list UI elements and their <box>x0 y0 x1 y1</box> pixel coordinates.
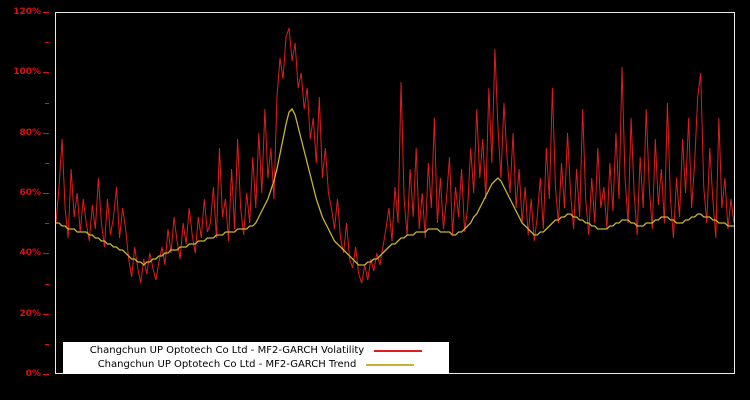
plot-area <box>55 12 735 374</box>
y-axis-label: 100% <box>13 67 41 78</box>
y-axis-tick <box>45 162 49 164</box>
y-axis-tick <box>43 72 49 74</box>
volatility-line <box>56 28 734 283</box>
y-axis-label: 0% <box>25 369 41 379</box>
y-axis-tick <box>45 42 49 44</box>
legend-label-trend: Changchun UP Optotech Co Ltd - MF2-GARCH… <box>97 359 357 370</box>
y-axis-label: 20% <box>19 308 41 319</box>
y-axis-label: 80% <box>19 127 41 138</box>
y-axis-tick <box>43 253 49 255</box>
y-axis-tick <box>43 193 49 194</box>
y-axis-tick <box>43 132 49 134</box>
y-axis-label: 40% <box>19 248 41 259</box>
y-axis-tick <box>43 12 49 13</box>
trend-line-sample <box>366 364 415 366</box>
legend: Changchun UP Optotech Co Ltd - MF2-GARCH… <box>63 342 449 374</box>
y-axis-label: 120% <box>13 7 41 17</box>
y-axis-tick <box>45 223 49 225</box>
plot-svg <box>56 13 734 373</box>
y-axis-tick <box>43 374 49 375</box>
legend-label-volatility: Changchun UP Optotech Co Ltd - MF2-GARCH… <box>89 345 365 356</box>
legend-row-trend: Changchun UP Optotech Co Ltd - MF2-GARCH… <box>67 358 445 372</box>
trend-line <box>56 109 734 265</box>
y-axis: 0% 20% 40% 60% 80% 100% 120% <box>0 0 55 400</box>
legend-row-volatility: Changchun UP Optotech Co Ltd - MF2-GARCH… <box>67 344 445 358</box>
y-axis-label: 60% <box>19 188 41 198</box>
volatility-line-sample <box>374 350 423 352</box>
y-axis-tick <box>45 102 49 104</box>
y-axis-tick <box>43 313 49 315</box>
y-axis-tick <box>45 343 49 345</box>
y-axis-tick <box>45 283 49 285</box>
